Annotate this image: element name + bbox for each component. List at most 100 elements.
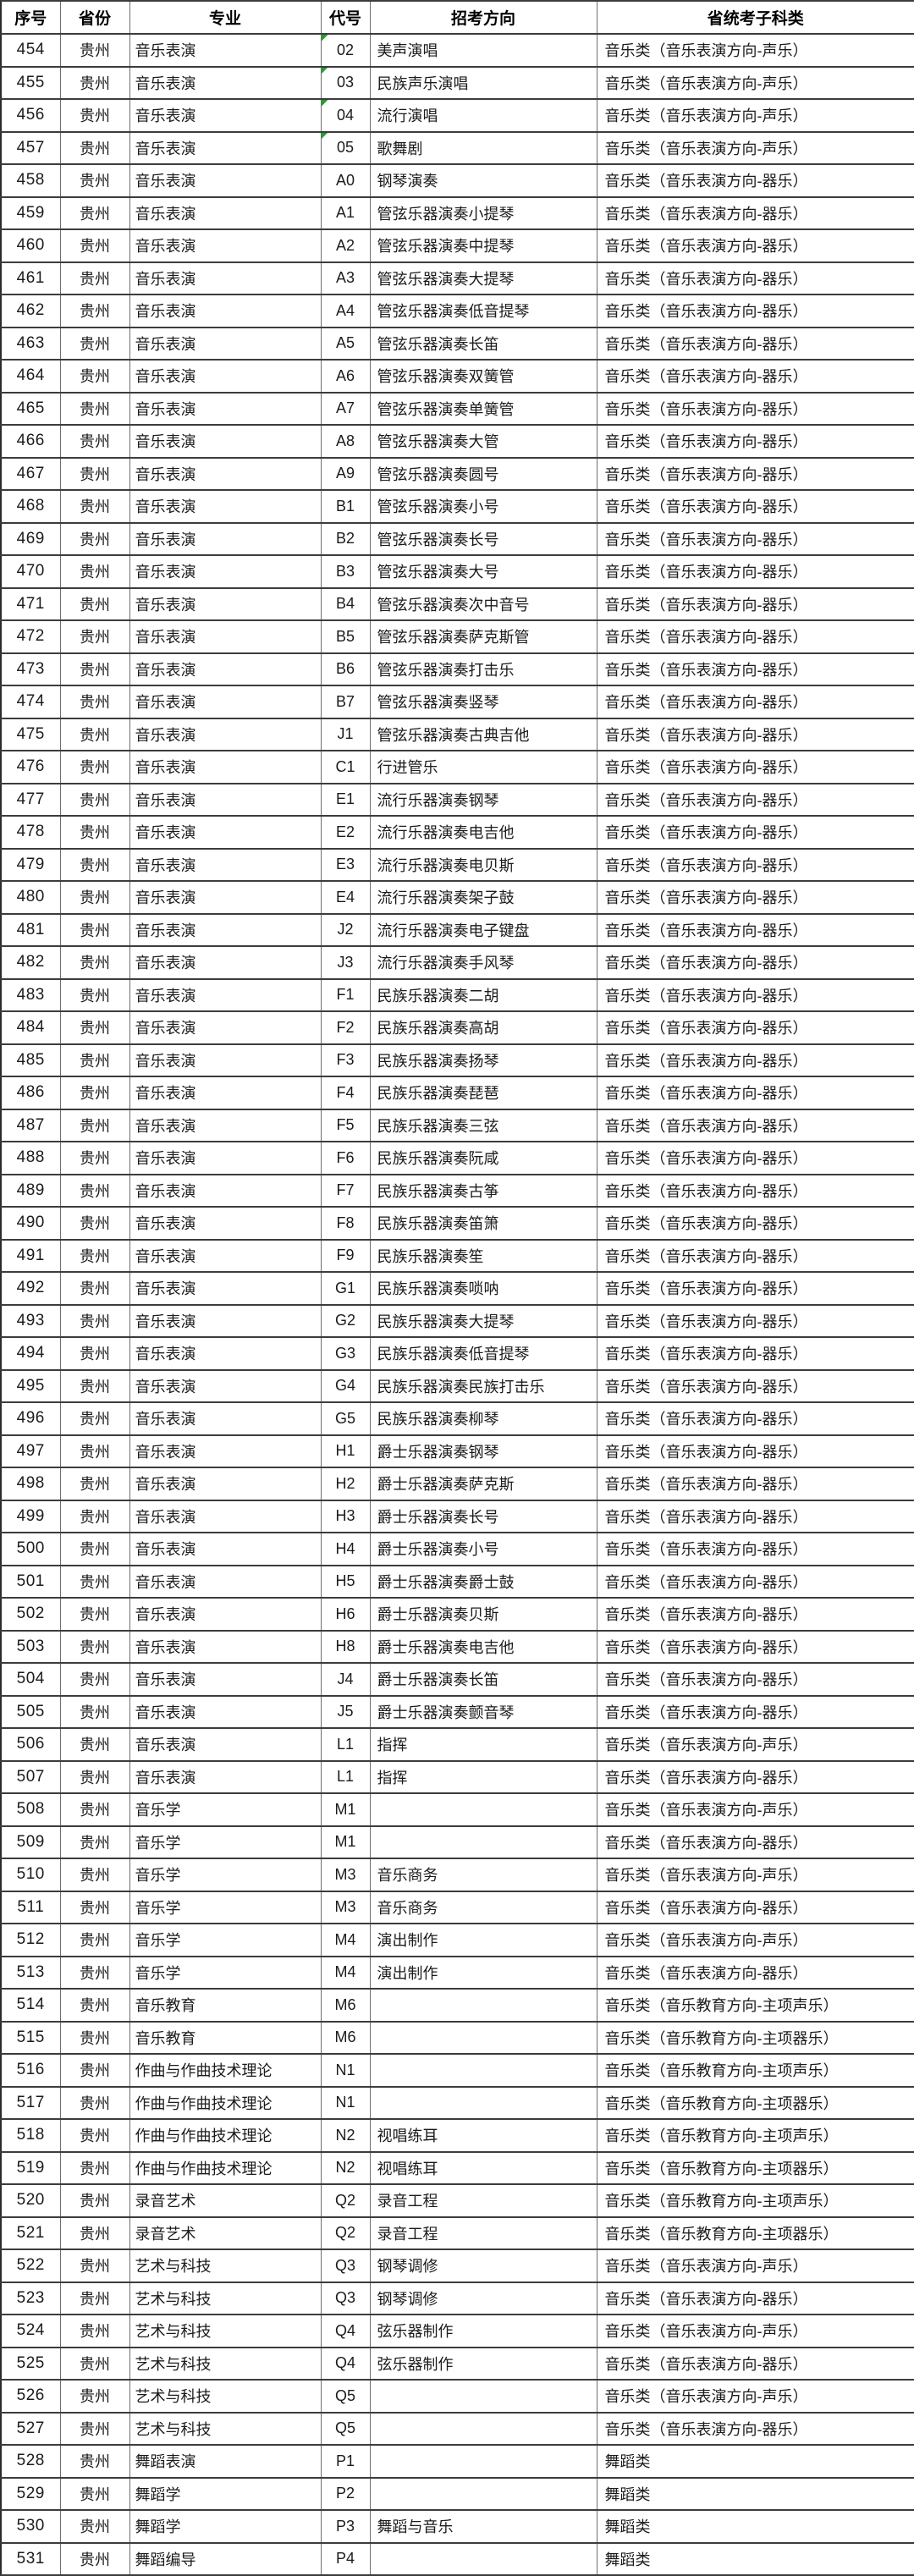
- cell-direction: 管弦乐器演奏次中音号: [369, 586, 597, 621]
- cell-category: 音乐类（音乐表演方向-声乐）: [596, 2248, 914, 2283]
- cell-code: B6: [320, 652, 371, 686]
- cell-major: 音乐学: [129, 1955, 322, 1990]
- cell-direction: 演出制作: [369, 1955, 597, 1990]
- cell-code: 03: [320, 65, 371, 100]
- cell-serial: 508: [0, 1792, 61, 1827]
- table-row: 517 贵州 作曲与作曲技术理论 N1 音乐类（音乐教育方向-主项器乐）: [0, 2085, 914, 2120]
- table-row: 493 贵州 音乐表演 G2 民族乐器演奏大提琴 音乐类（音乐表演方向-器乐）: [0, 1303, 914, 1338]
- cell-category: 音乐类（音乐表演方向-器乐）: [596, 489, 914, 524]
- cell-code: Q4: [320, 2346, 371, 2381]
- cell-serial: 490: [0, 1206, 61, 1241]
- cell-direction: 视唱练耳: [369, 2118, 597, 2153]
- table-row: 512 贵州 音乐学 M4 演出制作 音乐类（音乐表演方向-声乐）: [0, 1923, 914, 1957]
- cell-major: 音乐表演: [129, 228, 322, 263]
- cell-major: 音乐表演: [129, 847, 322, 882]
- cell-major: 音乐表演: [129, 1271, 322, 1306]
- cell-direction: 爵士乐器演奏贝斯: [369, 1597, 597, 1632]
- cell-serial: 511: [0, 1890, 61, 1924]
- cell-direction: 管弦乐器演奏大管: [369, 424, 597, 459]
- table-row: 500 贵州 音乐表演 H4 爵士乐器演奏小号 音乐类（音乐表演方向-器乐）: [0, 1532, 914, 1566]
- cell-major: 音乐表演: [129, 1564, 322, 1599]
- table-row: 497 贵州 音乐表演 H1 爵士乐器演奏钢琴 音乐类（音乐表演方向-器乐）: [0, 1434, 914, 1468]
- cell-major: 音乐表演: [129, 1401, 322, 1436]
- cell-major: 作曲与作曲技术理论: [129, 2118, 322, 2153]
- cell-direction: 民族乐器演奏高胡: [369, 1010, 597, 1045]
- cell-major: 音乐表演: [129, 163, 322, 198]
- cell-direction: 音乐商务: [369, 1858, 597, 1892]
- cell-serial: 482: [0, 945, 61, 980]
- cell-category: 音乐类（音乐表演方向-器乐）: [596, 815, 914, 850]
- cell-code: A7: [320, 391, 371, 426]
- table-row: 496 贵州 音乐表演 G5 民族乐器演奏柳琴 音乐类（音乐表演方向-器乐）: [0, 1401, 914, 1436]
- cell-province: 贵州: [59, 1727, 130, 1762]
- cell-category: 音乐类（音乐教育方向-主项器乐）: [596, 2215, 914, 2250]
- table-row: 456 贵州 音乐表演 04 流行演唱 音乐类（音乐表演方向-声乐）: [0, 98, 914, 133]
- cell-serial: 481: [0, 912, 61, 947]
- cell-direction: 民族乐器演奏柳琴: [369, 1401, 597, 1436]
- cell-province: 贵州: [59, 2215, 130, 2250]
- table-row: 470 贵州 音乐表演 B3 管弦乐器演奏大号 音乐类（音乐表演方向-器乐）: [0, 554, 914, 589]
- cell-province: 贵州: [59, 2248, 130, 2283]
- table-row: 461 贵州 音乐表演 A3 管弦乐器演奏大提琴 音乐类（音乐表演方向-器乐）: [0, 261, 914, 295]
- cell-code: F9: [320, 1238, 371, 1273]
- table-row: 515 贵州 音乐教育 M6 音乐类（音乐教育方向-主项器乐）: [0, 2020, 914, 2055]
- cell-serial: 486: [0, 1076, 61, 1110]
- cell-province: 贵州: [59, 1076, 130, 1110]
- cell-category: 音乐类（音乐表演方向-器乐）: [596, 1467, 914, 1501]
- cell-code: B5: [320, 619, 371, 654]
- cell-direction: 演出制作: [369, 1923, 597, 1957]
- table-row: 467 贵州 音乐表演 A9 管弦乐器演奏圆号 音乐类（音乐表演方向-器乐）: [0, 456, 914, 491]
- cell-province: 贵州: [59, 2346, 130, 2381]
- cell-direction: 钢琴调修: [369, 2248, 597, 2283]
- cell-serial: 459: [0, 195, 61, 230]
- table-row: 522 贵州 艺术与科技 Q3 钢琴调修 音乐类（音乐表演方向-声乐）: [0, 2248, 914, 2283]
- cell-serial: 520: [0, 2183, 61, 2218]
- cell-code: B3: [320, 554, 371, 589]
- cell-serial: 480: [0, 880, 61, 915]
- cell-serial: 528: [0, 2444, 61, 2479]
- table-row: 486 贵州 音乐表演 F4 民族乐器演奏琵琶 音乐类（音乐表演方向-器乐）: [0, 1076, 914, 1110]
- cell-major: 作曲与作曲技术理论: [129, 2150, 322, 2185]
- cell-serial: 458: [0, 163, 61, 198]
- cell-province: 贵州: [59, 717, 130, 751]
- cell-direction: [369, 1825, 597, 1859]
- table-row: 510 贵州 音乐学 M3 音乐商务 音乐类（音乐表演方向-声乐）: [0, 1858, 914, 1892]
- table-row: 489 贵州 音乐表演 F7 民族乐器演奏古筝 音乐类（音乐表演方向-器乐）: [0, 1173, 914, 1208]
- cell-category: 音乐类（音乐表演方向-器乐）: [596, 1206, 914, 1241]
- cell-category: 音乐类（音乐表演方向-器乐）: [596, 1401, 914, 1436]
- table-row: 463 贵州 音乐表演 A5 管弦乐器演奏长笛 音乐类（音乐表演方向-器乐）: [0, 326, 914, 361]
- cell-code: H5: [320, 1564, 371, 1599]
- cell-serial: 526: [0, 2379, 61, 2414]
- cell-province: 贵州: [59, 2444, 130, 2479]
- cell-category: 音乐类（音乐表演方向-器乐）: [596, 1173, 914, 1208]
- cell-category: 音乐类（音乐表演方向-器乐）: [596, 652, 914, 686]
- cell-code: A4: [320, 294, 371, 328]
- cell-direction: 录音工程: [369, 2183, 597, 2218]
- cell-serial: 489: [0, 1173, 61, 1208]
- cell-serial: 471: [0, 586, 61, 621]
- cell-serial: 475: [0, 717, 61, 751]
- cell-code: F1: [320, 977, 371, 1012]
- cell-serial: 531: [0, 2541, 61, 2576]
- cell-province: 贵州: [59, 98, 130, 133]
- cell-major: 音乐表演: [129, 391, 322, 426]
- cell-province: 贵州: [59, 1564, 130, 1599]
- cell-direction: 管弦乐器演奏圆号: [369, 456, 597, 491]
- cell-serial: 495: [0, 1368, 61, 1403]
- table-row: 469 贵州 音乐表演 B2 管弦乐器演奏长号 音乐类（音乐表演方向-器乐）: [0, 521, 914, 556]
- cell-code: N1: [320, 2053, 371, 2088]
- cell-code: E4: [320, 880, 371, 915]
- table-row: 506 贵州 音乐表演 L1 指挥 音乐类（音乐表演方向-声乐）: [0, 1727, 914, 1762]
- cell-category: 音乐类（音乐教育方向-主项声乐）: [596, 2183, 914, 2218]
- cell-category: 音乐类（音乐表演方向-器乐）: [596, 1108, 914, 1142]
- cell-code: F4: [320, 1076, 371, 1110]
- col-header-category: 省统考子科类: [596, 0, 914, 35]
- cell-major: 音乐表演: [129, 554, 322, 589]
- cell-province: 贵州: [59, 1303, 130, 1338]
- cell-category: 音乐类（音乐表演方向-器乐）: [596, 2281, 914, 2315]
- cell-code: M6: [320, 2020, 371, 2055]
- col-header-province: 省份: [59, 0, 130, 35]
- table-row: 458 贵州 音乐表演 A0 钢琴演奏 音乐类（音乐表演方向-器乐）: [0, 163, 914, 198]
- cell-direction: 民族乐器演奏笙: [369, 1238, 597, 1273]
- cell-direction: 弦乐器制作: [369, 2346, 597, 2381]
